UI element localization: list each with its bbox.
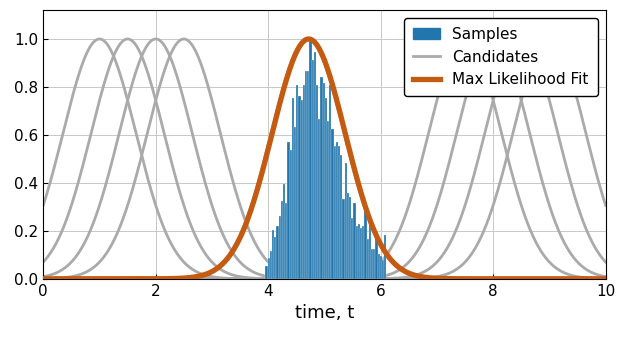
Bar bbox=[265, 266, 268, 279]
Bar bbox=[294, 128, 296, 279]
Bar bbox=[351, 218, 353, 279]
Bar bbox=[323, 83, 324, 279]
Bar bbox=[375, 237, 378, 279]
Bar bbox=[345, 163, 347, 279]
Bar bbox=[307, 70, 310, 279]
Bar bbox=[318, 119, 320, 279]
Bar bbox=[296, 85, 298, 279]
Bar bbox=[303, 85, 305, 279]
Bar bbox=[342, 199, 345, 279]
Bar bbox=[281, 201, 283, 279]
Bar bbox=[270, 252, 272, 279]
Bar bbox=[329, 85, 331, 279]
Bar bbox=[285, 203, 287, 279]
Bar bbox=[371, 249, 373, 279]
Bar bbox=[268, 258, 270, 279]
Bar bbox=[290, 151, 292, 279]
Bar bbox=[298, 96, 300, 279]
Bar bbox=[334, 146, 336, 279]
Bar bbox=[382, 260, 384, 279]
Bar bbox=[373, 249, 375, 279]
Bar bbox=[379, 256, 382, 279]
Bar bbox=[272, 231, 274, 279]
Bar bbox=[287, 142, 290, 279]
Bar bbox=[310, 39, 311, 279]
Bar bbox=[378, 254, 379, 279]
Bar bbox=[331, 130, 334, 279]
Bar bbox=[347, 192, 349, 279]
Bar bbox=[338, 146, 340, 279]
Bar bbox=[305, 70, 307, 279]
Bar bbox=[311, 60, 314, 279]
Bar bbox=[353, 203, 355, 279]
Bar bbox=[276, 226, 279, 279]
Bar bbox=[324, 98, 327, 279]
Bar bbox=[366, 239, 369, 279]
Bar bbox=[336, 142, 338, 279]
Bar bbox=[369, 222, 371, 279]
Bar bbox=[292, 98, 294, 279]
Bar bbox=[274, 237, 276, 279]
Bar bbox=[355, 226, 358, 279]
Bar bbox=[283, 184, 285, 279]
Bar bbox=[316, 85, 318, 279]
Bar bbox=[314, 52, 316, 279]
Bar bbox=[340, 155, 342, 279]
Bar bbox=[320, 77, 323, 279]
Bar bbox=[365, 209, 366, 279]
Bar bbox=[358, 224, 360, 279]
Bar bbox=[279, 216, 281, 279]
Bar bbox=[360, 228, 362, 279]
Bar bbox=[349, 197, 351, 279]
Bar bbox=[327, 121, 329, 279]
Bar bbox=[384, 235, 386, 279]
X-axis label: time, t: time, t bbox=[295, 304, 354, 322]
Legend: Samples, Candidates, Max Likelihood Fit: Samples, Candidates, Max Likelihood Fit bbox=[404, 18, 598, 97]
Bar bbox=[362, 226, 365, 279]
Bar bbox=[300, 100, 303, 279]
